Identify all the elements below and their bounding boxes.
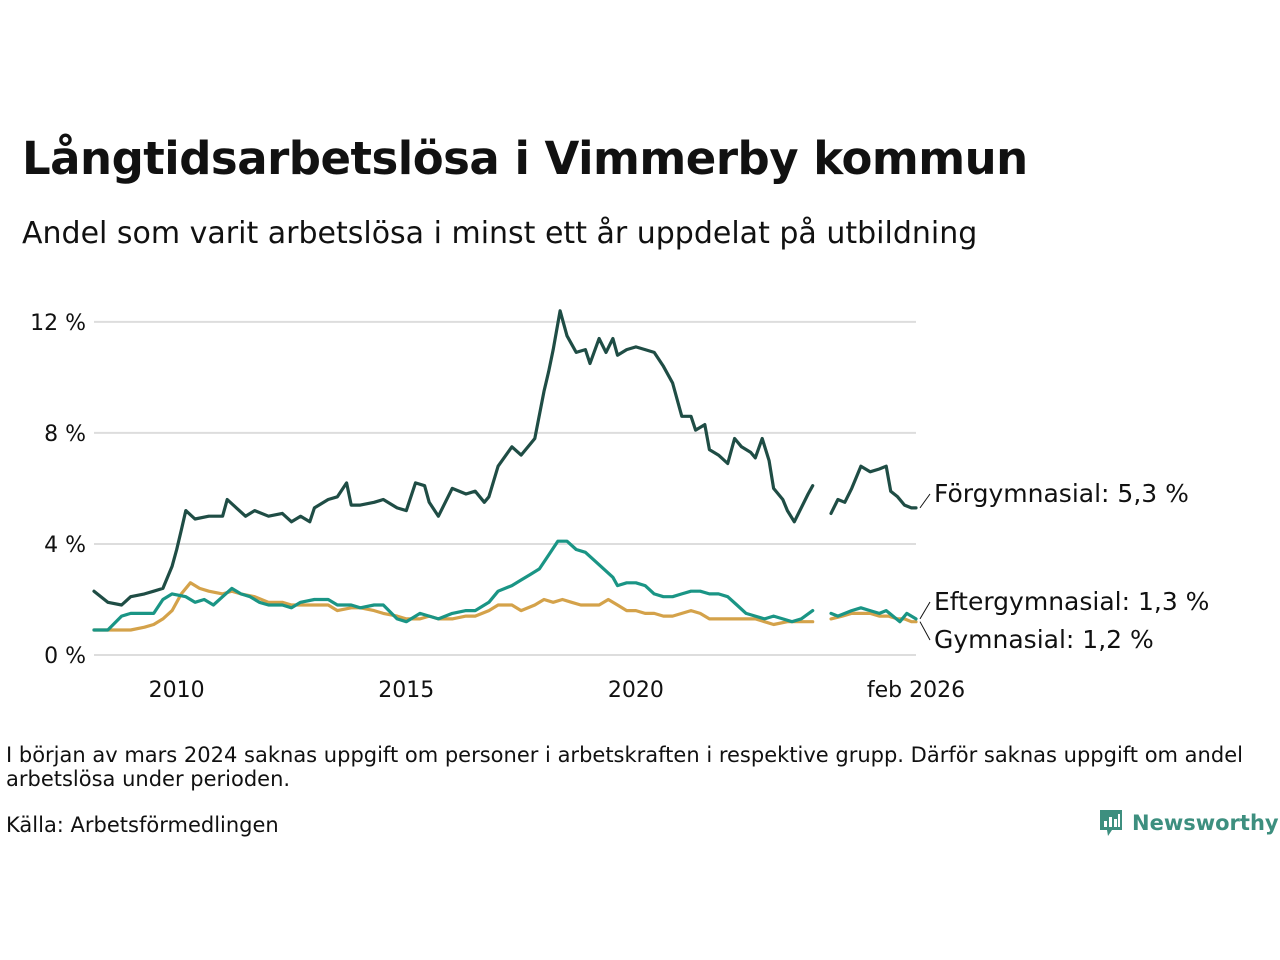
leader-line-eftergymnasial <box>919 601 931 620</box>
x-tick-label: 2010 <box>149 678 205 703</box>
series-label-gymnasial: Gymnasial: 1,2 % <box>934 625 1154 654</box>
brand-name: Newsworthy <box>1132 811 1279 835</box>
source-credit: Källa: Arbetsförmedlingen <box>6 813 279 837</box>
chart-title: Långtidsarbetslösa i Vimmerby kommun <box>22 132 1028 185</box>
y-tick-label: 0 % <box>44 644 86 669</box>
y-tick-label: 12 % <box>30 311 86 336</box>
label-layer: Förgymnasial: 5,3 % Eftergymnasial: 1,3 %… <box>919 479 1209 654</box>
series-line-forgymnasial <box>829 464 918 515</box>
leader-line-forgymnasial <box>919 493 931 509</box>
series-line-forgymnasial <box>92 309 815 607</box>
series-line-gymnasial <box>92 581 815 632</box>
series-line-gymnasial <box>829 611 918 624</box>
line-chart: 0 % 4 % 8 % 12 % 2010 2015 2020 feb 2026 Förgym… <box>30 309 1209 703</box>
newsworthy-logo[interactable]: Newsworthy <box>1098 808 1279 838</box>
series-label-forgymnasial: Förgymnasial: 5,3 % <box>934 479 1189 508</box>
chart-subtitle: Andel som varit arbetslösa i minst ett å… <box>22 216 978 251</box>
y-tick-label: 8 % <box>44 422 86 447</box>
series-line-eftergymnasial <box>829 606 918 624</box>
x-tick-label: 2015 <box>378 678 434 703</box>
footnote: I början av mars 2024 saknas uppgift om … <box>6 743 1243 791</box>
series-label-eftergymnasial: Eftergymnasial: 1,3 % <box>934 587 1209 616</box>
x-tick-label: feb 2026 <box>867 678 965 703</box>
newsworthy-chart-icon <box>1100 810 1122 836</box>
y-tick-label: 4 % <box>44 533 86 558</box>
grid-layer: 0 % 4 % 8 % 12 % 2010 2015 2020 feb 2026 <box>30 311 965 703</box>
series-layer <box>92 309 918 632</box>
x-tick-label: 2020 <box>608 678 664 703</box>
leader-line-gymnasial <box>919 621 931 641</box>
series-line-eftergymnasial <box>92 539 815 632</box>
